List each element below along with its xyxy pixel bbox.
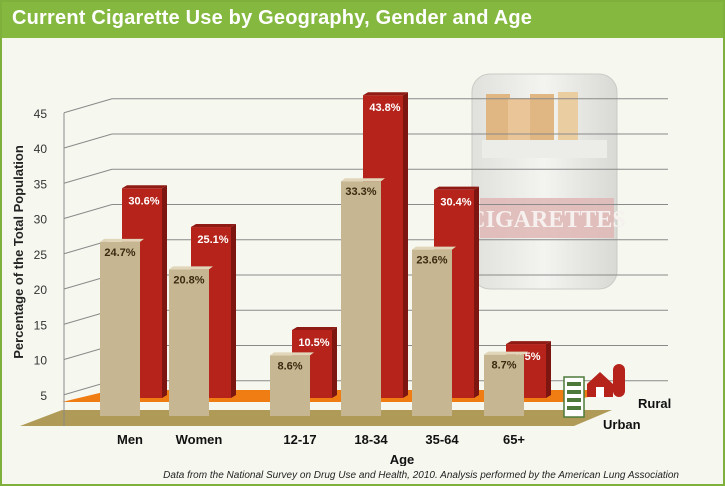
rural-bar-top xyxy=(363,92,408,96)
urban-bar xyxy=(412,249,452,416)
urban-bar xyxy=(341,181,381,416)
bars: 30.6% 24.7% 25.1% 20.8% 10.5% 8.6% 43.8% 33.3% 3… xyxy=(100,92,551,416)
rural-data-label: 30.6% xyxy=(128,195,159,207)
legend-urban-label: Urban xyxy=(603,417,641,432)
y-axis-ticks: 5 10 15 20 25 30 35 40 45 xyxy=(34,107,48,403)
rural-bar-top xyxy=(506,341,551,345)
x-category-label: 18-34 xyxy=(354,432,388,447)
urban-bar-top xyxy=(169,266,213,270)
legend: Rural Urban xyxy=(563,364,671,432)
rural-bar-top xyxy=(191,224,236,228)
urban-bar-top xyxy=(100,238,144,242)
urban-data-label: 8.7% xyxy=(491,360,516,372)
rural-data-label: 30.4% xyxy=(440,197,471,209)
y-tick-label: 20 xyxy=(34,283,48,297)
gridline-diag xyxy=(63,133,113,149)
rural-bar-top xyxy=(434,186,479,190)
urban-bar xyxy=(484,354,524,416)
urban-bar-top xyxy=(270,352,314,356)
y-tick-label: 30 xyxy=(34,213,48,227)
urban-data-label: 33.3% xyxy=(345,186,376,198)
rural-data-label: 10.5% xyxy=(298,337,329,349)
y-tick-label: 25 xyxy=(34,248,48,262)
rural-bar-side xyxy=(403,92,408,399)
gridline-diag xyxy=(63,168,113,184)
urban-bar-group: 20.8% xyxy=(169,266,213,416)
urban-bar-group: 8.6% xyxy=(270,352,314,416)
rural-bar-side xyxy=(332,326,337,398)
x-category-label: Men xyxy=(117,432,143,447)
rural-bar-side xyxy=(231,224,236,398)
x-category-label: 65+ xyxy=(503,432,525,447)
urban-floor xyxy=(20,410,612,426)
x-axis-title: Age xyxy=(390,452,415,466)
x-category-label: 12-17 xyxy=(283,432,316,447)
urban-bar-group: 33.3% xyxy=(341,178,385,416)
gridline-diag xyxy=(63,204,113,219)
y-tick-label: 45 xyxy=(34,107,48,121)
rural-data-label: 43.8% xyxy=(369,102,400,114)
chart-title: Current Cigarette Use by Geography, Gend… xyxy=(12,7,533,29)
urban-bar-top xyxy=(412,246,456,250)
x-category-label: Women xyxy=(176,432,223,447)
urban-data-label: 8.6% xyxy=(277,360,302,372)
legend-rural-label: Rural xyxy=(638,396,671,411)
urban-data-label: 20.8% xyxy=(173,274,204,286)
title-bar: Current Cigarette Use by Geography, Gend… xyxy=(2,2,723,38)
y-tick-label: 15 xyxy=(34,318,48,332)
urban-bar-group: 23.6% xyxy=(412,246,456,416)
category-labels: Men Women 12-17 18-34 35-64 65+ xyxy=(117,432,525,447)
urban-bar xyxy=(270,355,310,416)
rural-bar-side xyxy=(546,341,551,398)
source-note: Data from the National Survey on Drug Us… xyxy=(163,470,679,481)
y-tick-label: 40 xyxy=(34,142,48,156)
barn-icon xyxy=(587,364,625,397)
urban-bar xyxy=(169,269,209,416)
pack-label: CIGARETTES xyxy=(468,207,625,233)
y-axis-title: Percentage of the Total Population xyxy=(11,145,26,359)
cigarette-pack-image: CIGARETTES xyxy=(468,73,626,290)
urban-data-label: 23.6% xyxy=(416,255,447,267)
y-tick-label: 10 xyxy=(34,354,48,368)
rural-bar-top xyxy=(292,326,337,330)
urban-bar-group: 8.7% xyxy=(484,351,528,416)
y-tick-label: 35 xyxy=(34,177,48,191)
rural-data-label: 25.1% xyxy=(197,234,228,246)
urban-bar-top xyxy=(484,351,528,355)
rural-bar-side xyxy=(162,185,167,398)
urban-data-label: 24.7% xyxy=(104,247,135,259)
bar-chart: CIGARETTES 5 10 15 20 25 30 35 40 45 30.6% 24.7% 2… xyxy=(11,73,671,466)
urban-bar-group: 24.7% xyxy=(100,238,144,416)
building-icon xyxy=(563,376,585,418)
urban-bar xyxy=(100,241,140,416)
rural-bar-side xyxy=(474,186,479,398)
rural-bar-top xyxy=(122,185,167,189)
x-category-label: 35-64 xyxy=(425,432,459,447)
urban-bar-top xyxy=(341,178,385,182)
gridline-diag xyxy=(63,98,113,114)
y-tick-label: 5 xyxy=(40,389,47,403)
